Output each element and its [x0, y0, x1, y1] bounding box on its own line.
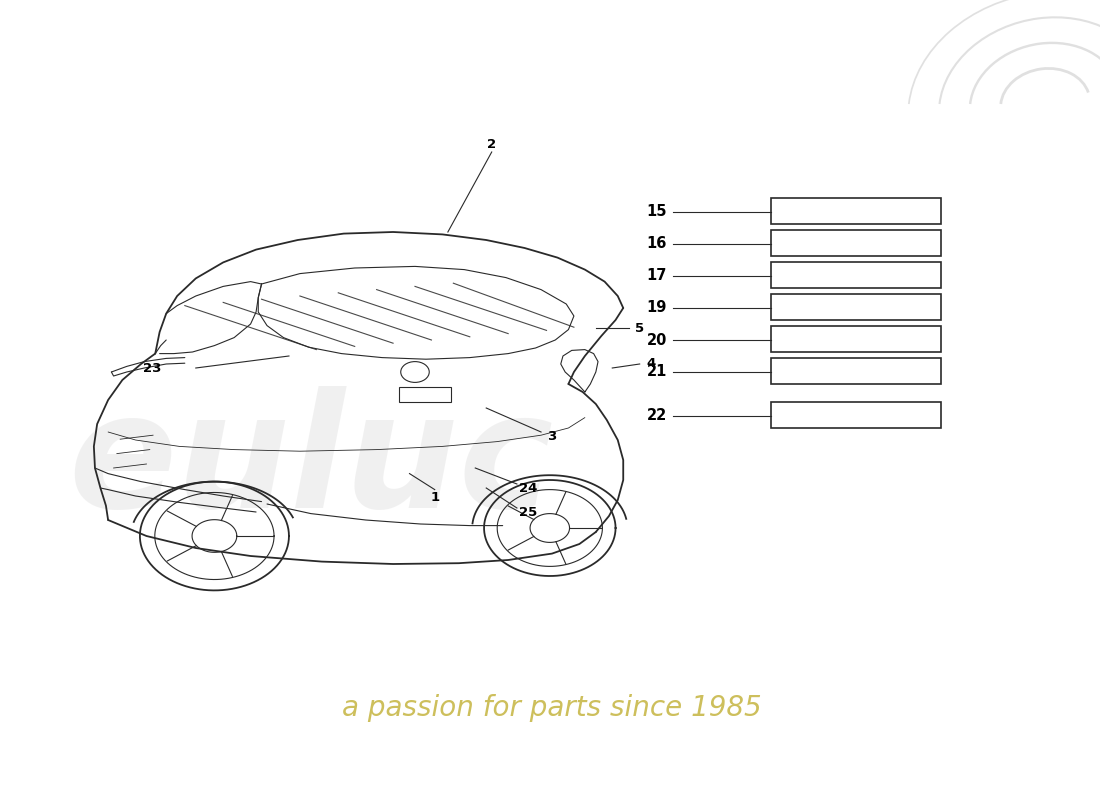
Text: 16: 16 [647, 237, 667, 251]
Text: 21: 21 [647, 365, 667, 379]
Text: 24: 24 [519, 482, 537, 494]
Text: 19: 19 [647, 301, 667, 315]
Text: 25: 25 [519, 506, 537, 518]
Bar [771, 294, 942, 320]
Text: 4: 4 [646, 358, 656, 370]
Text: 20: 20 [647, 333, 667, 347]
Text: 17: 17 [647, 269, 667, 283]
Text: 15: 15 [647, 205, 667, 219]
Bar [398, 387, 451, 402]
Bar [771, 198, 942, 224]
Bar [771, 402, 942, 428]
Text: 22: 22 [647, 409, 667, 423]
Text: 23: 23 [143, 362, 161, 374]
Bar [771, 326, 942, 352]
Text: a passion for parts since 1985: a passion for parts since 1985 [342, 694, 762, 722]
Text: 3: 3 [548, 430, 557, 442]
Text: 1: 1 [430, 491, 439, 504]
Text: euluc: euluc [68, 386, 553, 542]
Bar [771, 358, 942, 384]
Bar [771, 262, 942, 288]
Text: 5: 5 [635, 322, 645, 334]
Text: 2: 2 [487, 138, 496, 150]
Bar [771, 230, 942, 256]
